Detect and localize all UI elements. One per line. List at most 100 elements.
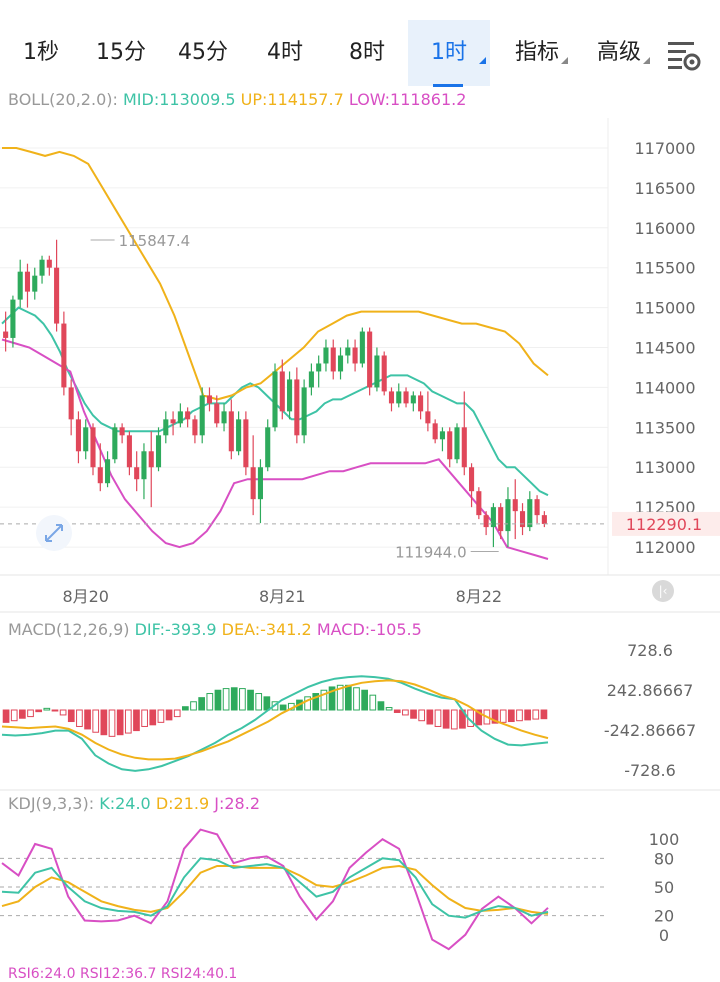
macd-y-tick-label: 242.86667 <box>607 681 694 700</box>
candle-body <box>206 395 213 404</box>
tab-label: 15分 <box>96 40 146 65</box>
candle-body <box>367 331 373 388</box>
candle-body <box>308 371 314 388</box>
candle-body <box>68 387 74 420</box>
candle-body <box>527 499 533 528</box>
candle-body <box>32 275 38 292</box>
candle-body <box>454 427 460 460</box>
candle-body <box>498 507 504 532</box>
candle-body <box>359 331 365 364</box>
expand-icon <box>36 515 72 551</box>
macd-bar <box>255 693 263 711</box>
scroll-to-latest-button[interactable]: |‹ <box>652 580 674 602</box>
macd-bar <box>108 709 116 737</box>
candle-body <box>287 379 293 412</box>
macd-bar <box>304 696 311 711</box>
kdj-j-line <box>1 828 549 951</box>
boll-up: UP:114157.7 <box>240 90 344 109</box>
candle-body <box>279 371 285 412</box>
kdj-j: J:28.2 <box>214 794 260 813</box>
tab-4h[interactable]: 4时 <box>256 20 314 86</box>
candle-body <box>39 259 45 276</box>
candle-body <box>177 411 183 424</box>
candle-body <box>301 387 307 436</box>
macd-bar <box>67 709 75 723</box>
macd-bar <box>214 689 222 711</box>
tab-advanced[interactable]: 高级 <box>584 20 654 86</box>
macd-bar <box>483 709 491 725</box>
tab-15m[interactable]: 15分 <box>86 20 156 86</box>
tab-indicators[interactable]: 指标 <box>502 20 572 86</box>
active-tab-underline <box>433 84 463 87</box>
candle-body <box>24 271 31 292</box>
candle-body <box>105 459 111 484</box>
tab-1h[interactable]: 1时 <box>408 20 490 86</box>
candle-body <box>374 355 380 388</box>
candle-body <box>192 419 198 436</box>
candle-body <box>381 355 387 392</box>
y-tick-label: 115000 <box>634 299 695 318</box>
tab-1s[interactable]: 1秒 <box>14 20 68 86</box>
macd-bar <box>27 709 34 718</box>
macd-bar <box>296 699 303 711</box>
candle-body <box>439 431 445 440</box>
candle-body <box>534 499 540 516</box>
tab-label: 4时 <box>267 40 303 65</box>
candle-body <box>75 419 81 452</box>
candle-body <box>410 395 416 404</box>
candle-body <box>163 419 169 436</box>
macd-bar <box>344 684 352 711</box>
candle-body <box>83 427 89 452</box>
candle-body <box>476 491 482 516</box>
candle-body <box>541 515 547 524</box>
tab-label: 1时 <box>431 40 467 65</box>
candle-body <box>345 347 351 356</box>
kdj-y-tick-label: 80 <box>654 849 674 868</box>
y-tick-label: 114500 <box>634 339 695 358</box>
candle-body <box>403 391 409 404</box>
macd-bar <box>239 688 246 711</box>
tab-8h[interactable]: 8时 <box>338 20 396 86</box>
macd-bar <box>198 697 206 711</box>
macd-bar <box>312 693 320 711</box>
macd-bar <box>165 709 173 721</box>
tab-45m[interactable]: 45分 <box>168 20 238 86</box>
macd-dea-line <box>1 679 549 761</box>
macd-bar <box>124 709 132 734</box>
candle-body <box>447 431 453 460</box>
candle-body <box>250 467 256 500</box>
rsi-legend: RSI6:24.0 RSI12:36.7 RSI24:40.1 <box>8 966 238 982</box>
tab-label: 指标 <box>514 40 559 65</box>
candle-body <box>265 427 271 468</box>
candle-body <box>3 331 9 338</box>
macd-bar <box>279 704 287 711</box>
candle-body <box>272 371 278 428</box>
macd-bar <box>320 689 328 711</box>
y-tick-label: 114000 <box>634 378 695 397</box>
candle-body <box>469 467 475 492</box>
macd-bar <box>92 709 100 733</box>
macd-bar <box>59 709 67 716</box>
candle-body <box>257 467 263 500</box>
tab-label: 8时 <box>349 40 385 65</box>
macd-bar <box>35 709 43 713</box>
macd-bar <box>402 709 409 716</box>
macd-bar <box>426 709 434 725</box>
macd-bar <box>141 709 148 727</box>
x-axis-label: 8月20 <box>62 587 109 606</box>
macd-bar <box>385 707 393 711</box>
macd-bar <box>450 709 458 730</box>
macd-bar <box>190 701 197 711</box>
macd-bar <box>328 686 336 711</box>
timeframe-tabs: 1秒 15分 45分 4时 8时 1时 指标 高级 <box>0 0 720 90</box>
kdj-y-tick-label: 100 <box>649 830 680 849</box>
chart-settings-icon[interactable] <box>664 38 704 74</box>
candle-body <box>141 451 147 480</box>
expand-icon-arrows <box>45 524 63 542</box>
candle-body <box>97 467 103 484</box>
candle-body <box>61 323 67 388</box>
kdj-y-tick-label: 0 <box>659 926 669 945</box>
kdj-k-line <box>1 857 549 919</box>
y-tick-label: 112000 <box>634 538 695 557</box>
